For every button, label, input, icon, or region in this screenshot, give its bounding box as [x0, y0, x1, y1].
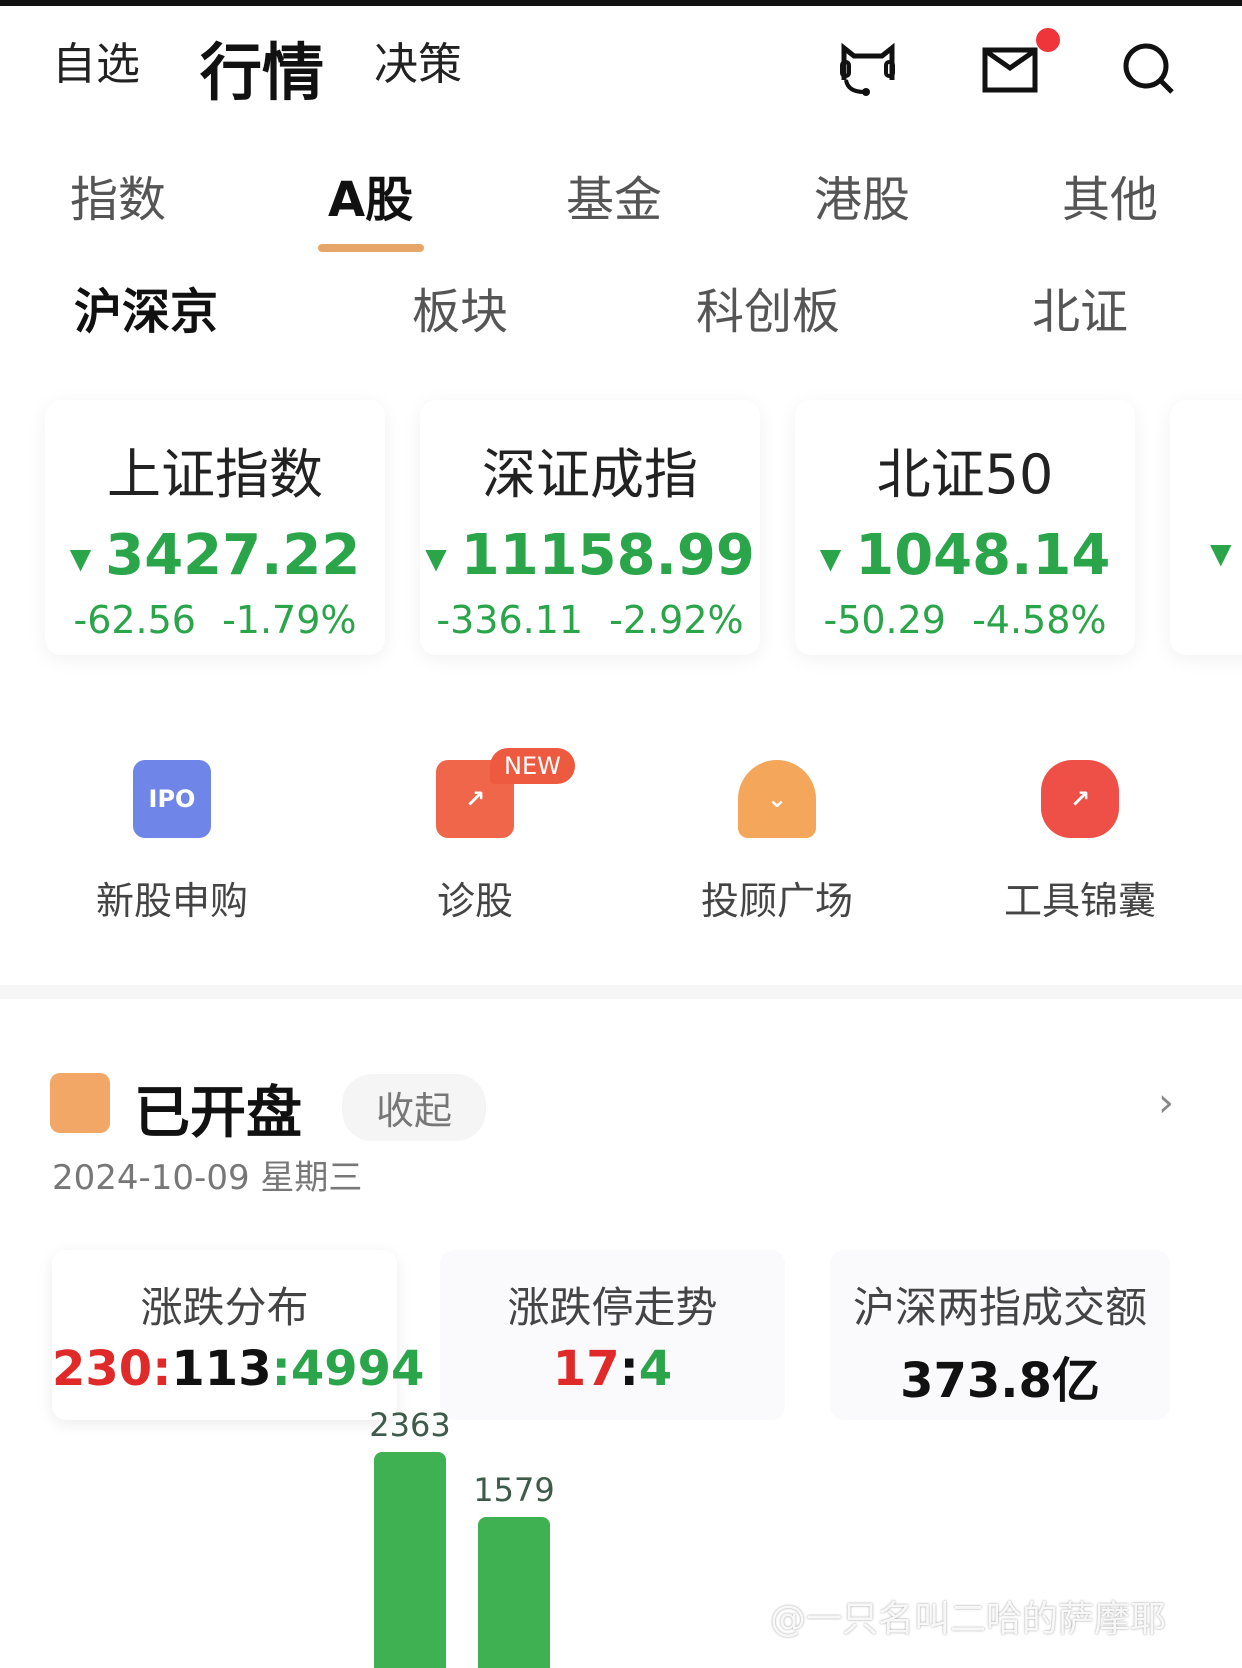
ipo-calendar-icon: IPO [133, 760, 211, 838]
stat-turnover[interactable]: 沪深两指成交额 373.8亿 [830, 1250, 1170, 1420]
index-name: 上证指数 [107, 443, 323, 506]
stat-up-down-distribution[interactable]: 涨跌分布 230:113:4994 [52, 1250, 424, 1420]
nav-decision[interactable]: 决策 [374, 39, 462, 90]
turnover-value: 373.8亿 [900, 1353, 1100, 1409]
down-triangle-icon: ▼ [69, 542, 92, 576]
index-name: 深证成指 [482, 443, 698, 506]
nav-watchlist[interactable]: 自选 [52, 39, 140, 90]
index-card-shenzhen[interactable]: 深证成指 ▼ 11158.99 -336.11 -2.92% [420, 400, 760, 655]
tool-diagnose-stock[interactable]: ↗ 诊股 [365, 760, 585, 925]
index-pct: -1.79% [222, 598, 357, 642]
index-card-partial[interactable]: ▼ [1170, 400, 1242, 655]
advisor-person-icon: ⌄ [738, 760, 816, 838]
index-change: -50.29 [823, 598, 946, 642]
chart-bar [478, 1517, 550, 1668]
subtab-beizheng[interactable]: 北证 [1032, 284, 1129, 340]
index-change: -62.56 [73, 598, 196, 642]
index-card-shanghai[interactable]: 上证指数 ▼ 3427.22 -62.56 -1.79% [45, 400, 385, 655]
candlestick-icon [50, 1073, 110, 1133]
customer-service-cat-icon[interactable] [838, 40, 898, 98]
index-name: 北证50 [876, 443, 1054, 506]
subtab-sectors[interactable]: 板块 [412, 284, 509, 340]
index-price: 11158.99 [460, 523, 755, 588]
index-pct: -2.92% [609, 598, 744, 642]
tab-index[interactable]: 指数 [70, 172, 167, 228]
down-triangle-icon: ▼ [819, 542, 842, 576]
watermark: @一只名叫二哈的萨摩耶 [770, 1599, 1167, 1640]
mail-icon[interactable] [982, 44, 1042, 94]
stat-title: 涨跌停走势 [507, 1283, 718, 1332]
down-count: 4994 [290, 1341, 425, 1397]
chevron-right-icon[interactable]: › [1158, 1080, 1174, 1126]
subtab-star-market[interactable]: 科创板 [696, 284, 841, 340]
tool-advisor-plaza[interactable]: ⌄ 投顾广场 [667, 760, 887, 925]
diagnose-stock-icon: ↗ [436, 760, 514, 838]
subtab-hushenjing[interactable]: 沪深京 [74, 284, 219, 340]
index-price: 1048.14 [855, 523, 1111, 588]
tool-label: 工具锦囊 [1003, 879, 1156, 923]
status-bar-edge [0, 0, 1242, 6]
tool-label: 投顾广场 [700, 879, 853, 923]
stat-title: 涨跌分布 [140, 1283, 309, 1332]
nav-market[interactable]: 行情 [200, 36, 325, 109]
down-triangle-icon: ▼ [425, 542, 447, 576]
tool-toolkit[interactable]: ↗ 工具锦囊 [970, 760, 1190, 925]
mail-badge [1036, 28, 1060, 52]
tool-ipo-subscribe[interactable]: IPO 新股申购 [62, 760, 282, 925]
money-bag-icon: ↗ [1041, 760, 1119, 838]
stat-title: 沪深两指成交额 [852, 1283, 1147, 1332]
chart-bar [374, 1452, 446, 1668]
tab-a-shares[interactable]: A股 [328, 172, 414, 228]
index-price: 3427.22 [105, 523, 361, 588]
section-divider [0, 985, 1242, 999]
index-change: -336.11 [436, 598, 584, 642]
flat-count: 113 [171, 1341, 272, 1397]
stat-limit-trend[interactable]: 涨跌停走势 17:4 [440, 1250, 785, 1420]
market-status: 已开盘 [134, 1081, 302, 1146]
market-date: 2024-10-09 星期三 [52, 1158, 363, 1198]
chart-bar-label: 1579 [473, 1471, 555, 1510]
tab-hk-stocks[interactable]: 港股 [814, 172, 911, 228]
tool-label: 诊股 [436, 879, 513, 923]
new-badge: NEW [490, 748, 575, 784]
collapse-button[interactable]: 收起 [342, 1074, 487, 1141]
limit-up-count: 17 [552, 1341, 620, 1397]
limit-down-count: 4 [638, 1341, 673, 1397]
tab-underline [318, 244, 424, 252]
index-pct: -4.58% [972, 598, 1107, 642]
down-triangle-icon: ▼ [1210, 537, 1232, 571]
tab-other[interactable]: 其他 [1062, 172, 1159, 228]
search-icon[interactable] [1122, 42, 1178, 98]
tool-label: 新股申购 [95, 879, 248, 923]
index-card-bz50[interactable]: 北证50 ▼ 1048.14 -50.29 -4.58% [795, 400, 1135, 655]
tab-funds[interactable]: 基金 [566, 172, 663, 228]
up-count: 230 [52, 1341, 153, 1397]
